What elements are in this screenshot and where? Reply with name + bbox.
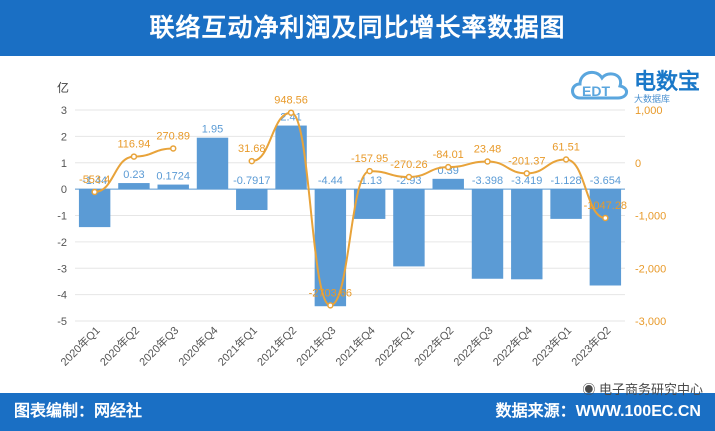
x-tick-label: 2020年Q2	[97, 323, 142, 368]
bar-label: -3.419	[511, 175, 542, 187]
growth-label: -553.4	[79, 174, 110, 186]
growth-point	[248, 157, 256, 165]
left-axis-unit: 亿	[57, 80, 69, 95]
growth-label: -201.37	[508, 155, 545, 167]
bar	[78, 189, 111, 228]
bar	[550, 189, 582, 219]
chart-area: 3 2 1 0 -1 -2 -3 -4 -5 亿 1,000 0 -1,000 -2,000 -3,000 -…	[57, 80, 666, 369]
growth-label: -157.95	[351, 153, 388, 165]
bar-label: -1.44	[82, 175, 107, 187]
growth-label: -2703.66	[309, 287, 352, 299]
growth-point	[444, 163, 452, 171]
bar-label: -4.44	[318, 175, 343, 187]
bar-label: -3.654	[590, 175, 621, 187]
growth-point	[130, 153, 138, 160]
right-tick-label: -1,000	[635, 211, 666, 223]
wechat-label: 电子商务研究中心	[598, 382, 703, 397]
growth-point	[91, 188, 98, 196]
edt-logo: EDT 电数宝 大数据库	[568, 60, 708, 114]
x-tick-label: 2022年Q3	[450, 323, 495, 368]
chart-title: 联络互动净利润及同比增长率数据图	[149, 14, 566, 42]
x-tick-label: 2021年Q4	[332, 323, 377, 368]
bar	[432, 178, 464, 190]
growth-label: 116.94	[118, 139, 151, 151]
growth-label: 948.56	[274, 95, 308, 107]
right-tick-label: 0	[635, 158, 641, 170]
footer-author: 图表编制：网经社	[14, 403, 143, 420]
x-tick-label: 2022年Q2	[411, 323, 456, 368]
x-tick-label: 2020年Q1	[57, 323, 102, 368]
x-tick-label: 2022年Q4	[490, 323, 535, 368]
bar	[353, 189, 386, 219]
footer-bar: 图表编制：网经社 数据来源：WWW.100EC.CN	[0, 393, 715, 431]
growth-label: 61.51	[552, 142, 580, 154]
logo-text: 电数宝	[634, 69, 701, 94]
growth-label: 23.48	[474, 144, 502, 156]
bar-label: 1.95	[202, 124, 223, 136]
bar-label: -2.93	[396, 175, 421, 187]
growth-label: -84.01	[433, 149, 464, 161]
title-bar: 联络互动净利润及同比增长率数据图	[0, 0, 715, 56]
bar	[196, 137, 229, 190]
growth-point	[602, 214, 609, 222]
bar	[511, 189, 543, 280]
bar-label: 0.1724	[156, 171, 190, 183]
growth-label: -1047.28	[584, 200, 627, 212]
bar	[471, 189, 504, 279]
growth-point	[523, 170, 531, 177]
bar	[236, 189, 268, 211]
x-tick-label: 2021年Q2	[254, 323, 299, 368]
logo-subtext: 大数据库	[634, 94, 671, 104]
bar-label: 0.23	[123, 169, 144, 181]
x-tick-label: 2023年Q1	[529, 323, 574, 368]
growth-point	[287, 109, 295, 116]
x-tick-label: 2020年Q3	[136, 323, 181, 368]
bar-label: -0.7917	[233, 175, 270, 187]
left-tick-label: 0	[61, 184, 67, 196]
left-tick-label: 2	[61, 131, 67, 143]
x-tick-label: 2020年Q4	[175, 323, 220, 368]
bar-label: -1.128	[550, 175, 581, 187]
x-tick-label: 2021年Q3	[293, 323, 338, 368]
right-tick-label: -3,000	[635, 316, 666, 328]
logo-mark: EDT	[582, 83, 610, 99]
growth-label: 270.89	[156, 130, 190, 142]
bar-label: -3.398	[472, 175, 503, 187]
left-tick-label: -5	[57, 316, 67, 328]
left-tick-label: -1	[57, 211, 67, 223]
x-tick-label: 2021年Q1	[215, 323, 260, 368]
cloud-logo-icon: EDT	[571, 70, 628, 100]
right-tick-label: -2,000	[635, 263, 666, 275]
left-tick-label: -4	[57, 290, 67, 302]
growth-label: 31.68	[238, 143, 266, 155]
bar	[118, 183, 150, 190]
x-tick-label: 2023年Q2	[568, 323, 613, 368]
growth-point	[327, 302, 334, 309]
left-tick-label: 1	[61, 158, 67, 170]
wechat-account: ◉ 电子商务研究中心	[582, 382, 703, 397]
growth-point	[169, 145, 177, 152]
growth-line	[251, 111, 606, 307]
growth-point	[484, 158, 491, 165]
growth-point	[366, 167, 373, 175]
growth-label: -270.26	[390, 159, 427, 171]
bar	[393, 189, 425, 267]
x-tick-label: 2022年Q1	[372, 323, 417, 368]
bar	[589, 189, 622, 286]
bar	[157, 184, 189, 190]
left-tick-label: -3	[57, 263, 67, 275]
growth-point	[405, 173, 413, 181]
left-tick-label: 3	[61, 105, 67, 117]
growth-point	[562, 156, 570, 163]
footer-source: 数据来源：WWW.100EC.CN	[495, 403, 701, 420]
left-tick-label: -2	[57, 237, 67, 249]
right-tick-label: 1,000	[635, 105, 663, 117]
